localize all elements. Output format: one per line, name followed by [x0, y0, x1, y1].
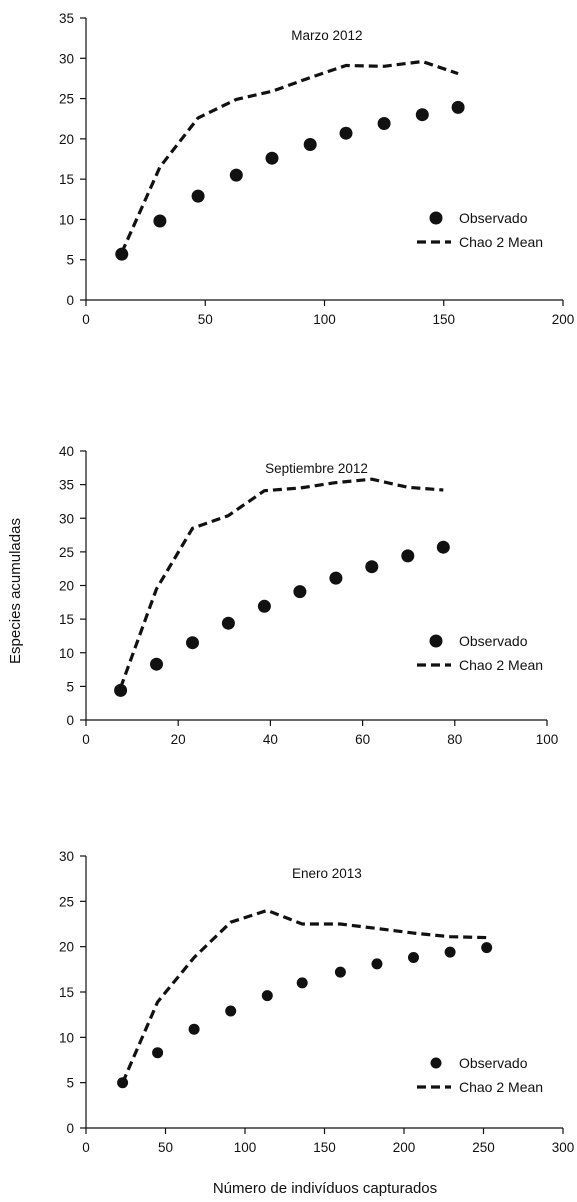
y-tick-label: 5: [66, 1076, 74, 1091]
x-tick-label: 0: [82, 312, 90, 327]
legend-label: Chao 2 Mean: [459, 1079, 543, 1095]
y-tick-label: 5: [66, 679, 74, 694]
observed-point: [377, 117, 391, 130]
observed-point: [303, 138, 317, 151]
y-tick-label: 30: [59, 51, 74, 66]
y-tick-label: 10: [59, 212, 74, 227]
y-tick-label: 15: [59, 612, 74, 627]
y-tick-label: 40: [59, 444, 74, 459]
observed-point: [329, 571, 343, 585]
observed-point: [191, 189, 205, 203]
observed-point: [293, 585, 307, 599]
legend-label: Chao 2 Mean: [459, 657, 543, 673]
observed-point: [265, 151, 279, 165]
y-tick-label: 10: [59, 646, 74, 661]
observed-point: [415, 108, 429, 122]
series-line-chao2-mean: [121, 908, 487, 1084]
observed-point: [114, 683, 128, 697]
x-tick-label: 0: [82, 1140, 90, 1155]
x-tick-label: 100: [536, 732, 559, 747]
x-tick-label: 150: [313, 1140, 336, 1155]
observed-point: [436, 540, 450, 554]
x-tick-label: 50: [198, 312, 213, 327]
observed-point: [150, 657, 163, 671]
y-tick-label: 30: [59, 511, 74, 526]
x-tick-label: 50: [158, 1140, 173, 1155]
observed-point: [153, 214, 167, 228]
observed-point: [296, 977, 308, 989]
y-tick-label: 15: [59, 985, 74, 1000]
observed-point: [115, 247, 129, 261]
y-tick-label: 25: [59, 92, 74, 107]
y-tick-label: 5: [66, 253, 74, 268]
x-tick-label: 300: [552, 1140, 575, 1155]
x-tick-label: 100: [234, 1140, 257, 1155]
legend-marker-icon: [430, 1057, 442, 1069]
chart-panel-2: 0 5 10 15 20 25 30 35 40 0 20 40 60 80 100 Septiembre 2…: [59, 444, 558, 747]
y-tick-label: 30: [59, 849, 74, 864]
legend-label: Observado: [459, 1055, 528, 1071]
observed-point: [365, 560, 379, 574]
y-tick-label: 35: [59, 478, 74, 493]
observed-point: [339, 126, 353, 140]
observed-point: [225, 1005, 237, 1017]
x-tick-label: 20: [171, 732, 186, 747]
x-tick-label: 200: [552, 312, 575, 327]
series-line-chao2-mean: [119, 477, 444, 689]
y-tick-label: 10: [59, 1030, 74, 1045]
legend-marker-icon: [429, 634, 443, 648]
y-tick-label: 20: [59, 940, 74, 955]
observed-point: [444, 946, 456, 958]
chart-panel-1: 0 5 10 15 20 25 30 35 0 50 100 150 200 Marzo 2012 Obse…: [59, 11, 574, 327]
legend-label: Observado: [459, 633, 528, 649]
y-tick-label: 25: [59, 545, 74, 560]
x-tick-label: 200: [393, 1140, 416, 1155]
observed-point: [188, 1023, 200, 1035]
y-tick-label: 0: [66, 713, 74, 728]
x-axis-title: Número de indivíduos capturados: [213, 1180, 437, 1197]
y-tick-label: 25: [59, 894, 74, 909]
observed-point: [401, 549, 415, 563]
y-axis-title: Especies acumuladas: [7, 518, 24, 664]
y-tick-label: 0: [66, 1121, 74, 1136]
observed-point: [408, 952, 419, 963]
x-tick-label: 40: [263, 732, 278, 747]
y-tick-label: 0: [66, 293, 74, 308]
observed-point: [481, 942, 493, 954]
observed-point: [152, 1047, 164, 1059]
x-tick-label: 60: [355, 732, 370, 747]
observed-point: [451, 100, 465, 114]
observed-point: [221, 616, 235, 630]
y-tick-label: 20: [59, 579, 74, 594]
x-tick-label: 250: [472, 1140, 495, 1155]
y-tick-label: 20: [59, 132, 74, 147]
x-tick-label: 100: [313, 312, 336, 327]
legend-marker-icon: [429, 211, 443, 225]
legend-label: Observado: [459, 210, 528, 226]
observed-point: [371, 958, 383, 970]
observed-point: [334, 966, 346, 978]
x-tick-label: 80: [447, 732, 462, 747]
x-tick-label: 0: [82, 732, 90, 747]
observed-point: [186, 636, 199, 650]
legend-label: Chao 2 Mean: [459, 234, 543, 250]
panel-title: Enero 2013: [292, 866, 362, 881]
observed-point: [257, 599, 271, 613]
panel-title: Septiembre 2012: [265, 461, 368, 476]
observed-point: [229, 168, 243, 182]
y-tick-label: 15: [59, 172, 74, 187]
observed-point: [261, 990, 273, 1002]
panel-title: Marzo 2012: [291, 28, 362, 43]
y-tick-label: 35: [59, 11, 74, 26]
x-tick-label: 150: [432, 312, 455, 327]
series-line-chao2-mean: [120, 59, 459, 254]
